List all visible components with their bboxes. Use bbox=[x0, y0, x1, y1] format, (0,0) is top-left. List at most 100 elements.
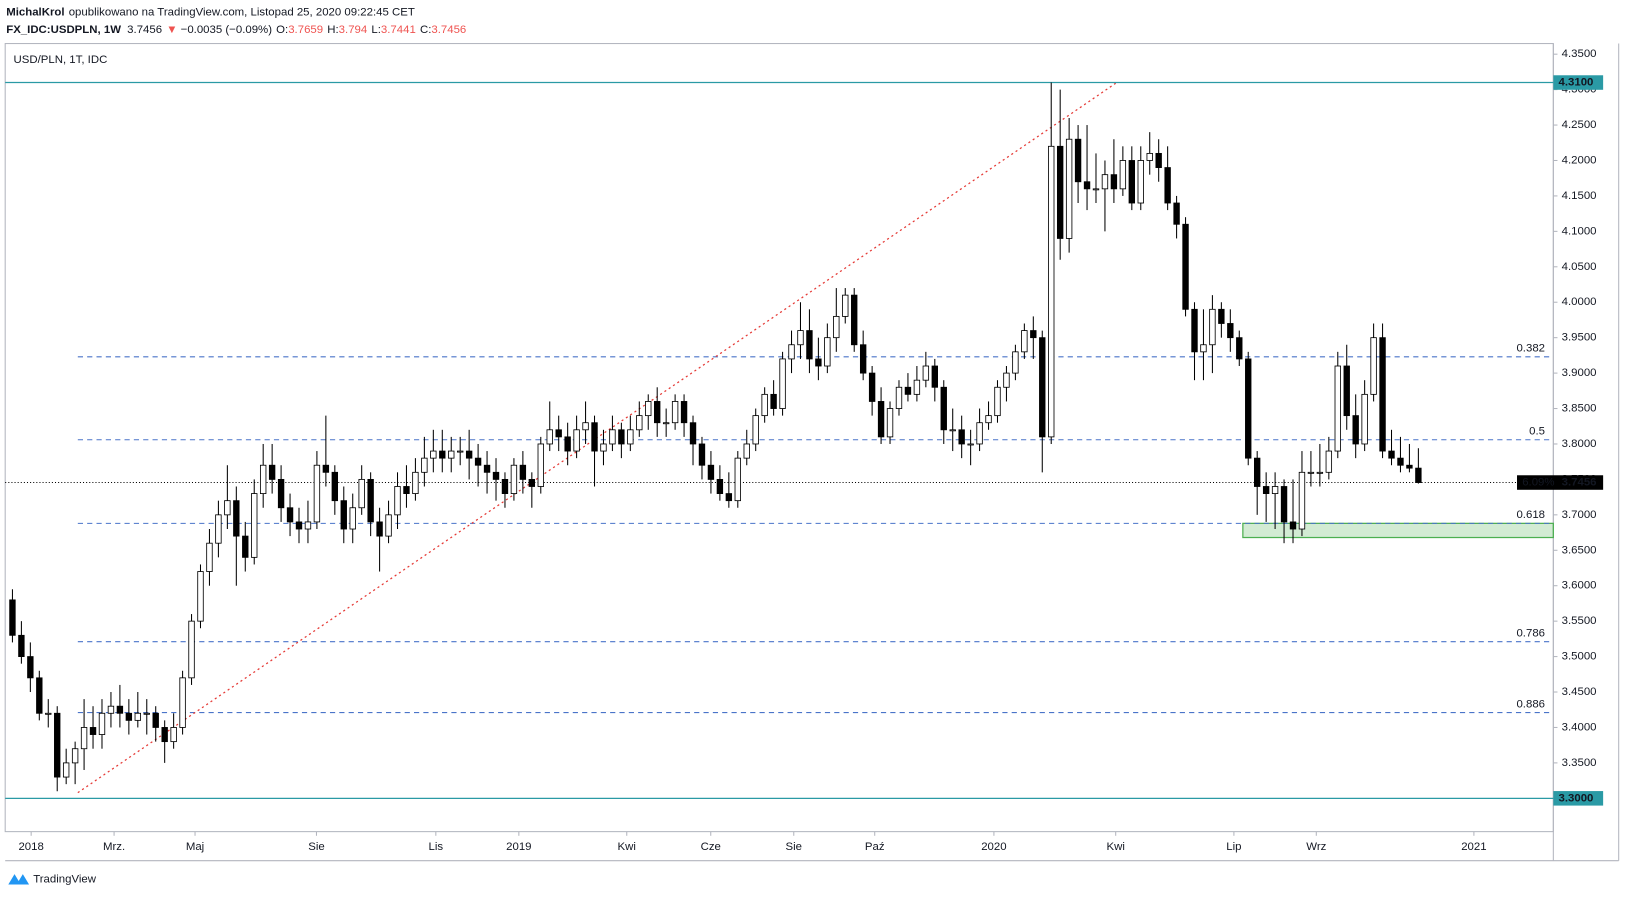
candle-body bbox=[985, 415, 992, 424]
candle-body bbox=[107, 705, 115, 714]
candle-body bbox=[45, 712, 52, 715]
candle-body bbox=[62, 762, 70, 778]
x-tick-label: Lip bbox=[1226, 841, 1241, 853]
symbol: FX_IDC:USDPLN, 1W bbox=[6, 24, 121, 36]
candle-body bbox=[1388, 450, 1395, 459]
candle-body bbox=[322, 464, 330, 473]
arrow: ▼ bbox=[166, 24, 177, 36]
candle-body bbox=[877, 401, 885, 438]
ohlc-key: L: bbox=[371, 24, 381, 36]
x-tick-label: Maj bbox=[186, 841, 204, 853]
legend: USD/PLN, 1T, IDC bbox=[13, 54, 107, 66]
candle-body bbox=[582, 422, 589, 431]
x-tick-label: Mrz. bbox=[103, 841, 125, 853]
candle-body bbox=[1101, 174, 1109, 190]
x-tick-label: Kwi bbox=[1106, 841, 1124, 853]
candle-body bbox=[286, 507, 294, 523]
candle-body bbox=[259, 464, 267, 494]
candle-body bbox=[842, 294, 849, 317]
candle-body bbox=[340, 500, 347, 530]
candle-body bbox=[1397, 457, 1404, 466]
candle-body bbox=[125, 712, 133, 721]
candle-body bbox=[609, 429, 616, 445]
candle-body bbox=[1003, 372, 1010, 388]
candle-body bbox=[555, 429, 562, 438]
candle-body bbox=[1137, 160, 1144, 204]
x-tick-label: Cze bbox=[701, 841, 721, 853]
candle-body bbox=[1236, 337, 1243, 360]
candle-body bbox=[1218, 308, 1225, 324]
last-price: 3.7456 bbox=[127, 24, 162, 36]
candle-body bbox=[1245, 358, 1252, 459]
candle-body bbox=[564, 436, 571, 452]
candle-body bbox=[716, 478, 724, 494]
candle-body bbox=[510, 464, 518, 494]
candle-body bbox=[859, 344, 867, 374]
candle-body bbox=[251, 493, 258, 558]
candle-body bbox=[976, 422, 983, 445]
candle-body bbox=[1164, 167, 1171, 204]
candle-body bbox=[1119, 160, 1127, 190]
candle-body bbox=[725, 493, 733, 502]
candle-body bbox=[662, 422, 670, 425]
last-change: 6.09% bbox=[1522, 477, 1554, 489]
candle-body bbox=[1048, 145, 1055, 438]
candle-body bbox=[403, 486, 410, 494]
change: −0.0035 (−0.09%) bbox=[181, 24, 273, 36]
candle-body bbox=[1379, 337, 1386, 452]
candle-body bbox=[940, 386, 947, 431]
x-tick-label: Paź bbox=[865, 841, 885, 853]
candle-body bbox=[824, 337, 831, 367]
footer: TradingView bbox=[8, 873, 97, 885]
candle-body bbox=[868, 372, 876, 402]
candle-body bbox=[1182, 223, 1189, 310]
candle-body bbox=[36, 677, 43, 714]
candle-body bbox=[421, 457, 428, 473]
support-zone bbox=[1242, 522, 1554, 539]
candle-body bbox=[1307, 471, 1315, 474]
candle-body bbox=[179, 677, 186, 728]
candle-body bbox=[71, 748, 79, 764]
candle-body bbox=[1056, 145, 1064, 239]
candle-body bbox=[788, 344, 795, 360]
candle-body bbox=[215, 514, 222, 544]
candle-body bbox=[474, 457, 482, 466]
candle-body bbox=[448, 450, 455, 459]
candle-body bbox=[1030, 330, 1037, 339]
x-tick-label: Kwi bbox=[618, 841, 636, 853]
candle-body bbox=[698, 443, 706, 466]
candle-body bbox=[367, 478, 374, 523]
candle-body bbox=[1316, 471, 1324, 474]
candle-body bbox=[680, 401, 688, 424]
candle-body bbox=[268, 464, 276, 480]
y-tick-label: 3.3500 bbox=[1562, 757, 1597, 769]
candle-body bbox=[501, 478, 509, 494]
y-tick-label: 3.8000 bbox=[1562, 438, 1597, 450]
candle-body bbox=[358, 478, 365, 509]
y-tick-label: 3.9500 bbox=[1562, 332, 1597, 344]
candle-body bbox=[492, 471, 500, 480]
candle-body bbox=[385, 514, 392, 537]
y-tick-label: 3.6000 bbox=[1562, 580, 1597, 592]
candle-body bbox=[1209, 308, 1216, 346]
candle-body bbox=[895, 386, 903, 409]
candle-body bbox=[9, 599, 16, 636]
x-tick-label: Lis bbox=[429, 841, 444, 853]
candle-body bbox=[591, 422, 598, 452]
candle-body bbox=[1227, 323, 1234, 339]
candle-body bbox=[904, 386, 912, 395]
x-tick-label: Wrz bbox=[1306, 841, 1326, 853]
candle-body bbox=[116, 705, 124, 714]
candle-body bbox=[304, 521, 312, 530]
logo bbox=[8, 874, 30, 885]
candle-body bbox=[1352, 415, 1359, 445]
candle-body bbox=[1110, 174, 1118, 190]
level-tag bbox=[1553, 791, 1604, 806]
candle-body bbox=[206, 542, 213, 572]
brand: TradingView bbox=[33, 873, 97, 885]
author: MichalKrol bbox=[6, 6, 64, 18]
candle-body bbox=[1173, 202, 1180, 225]
candle-body bbox=[80, 727, 88, 750]
y-tick-label: 3.8500 bbox=[1562, 403, 1597, 415]
candle-body bbox=[618, 429, 625, 445]
